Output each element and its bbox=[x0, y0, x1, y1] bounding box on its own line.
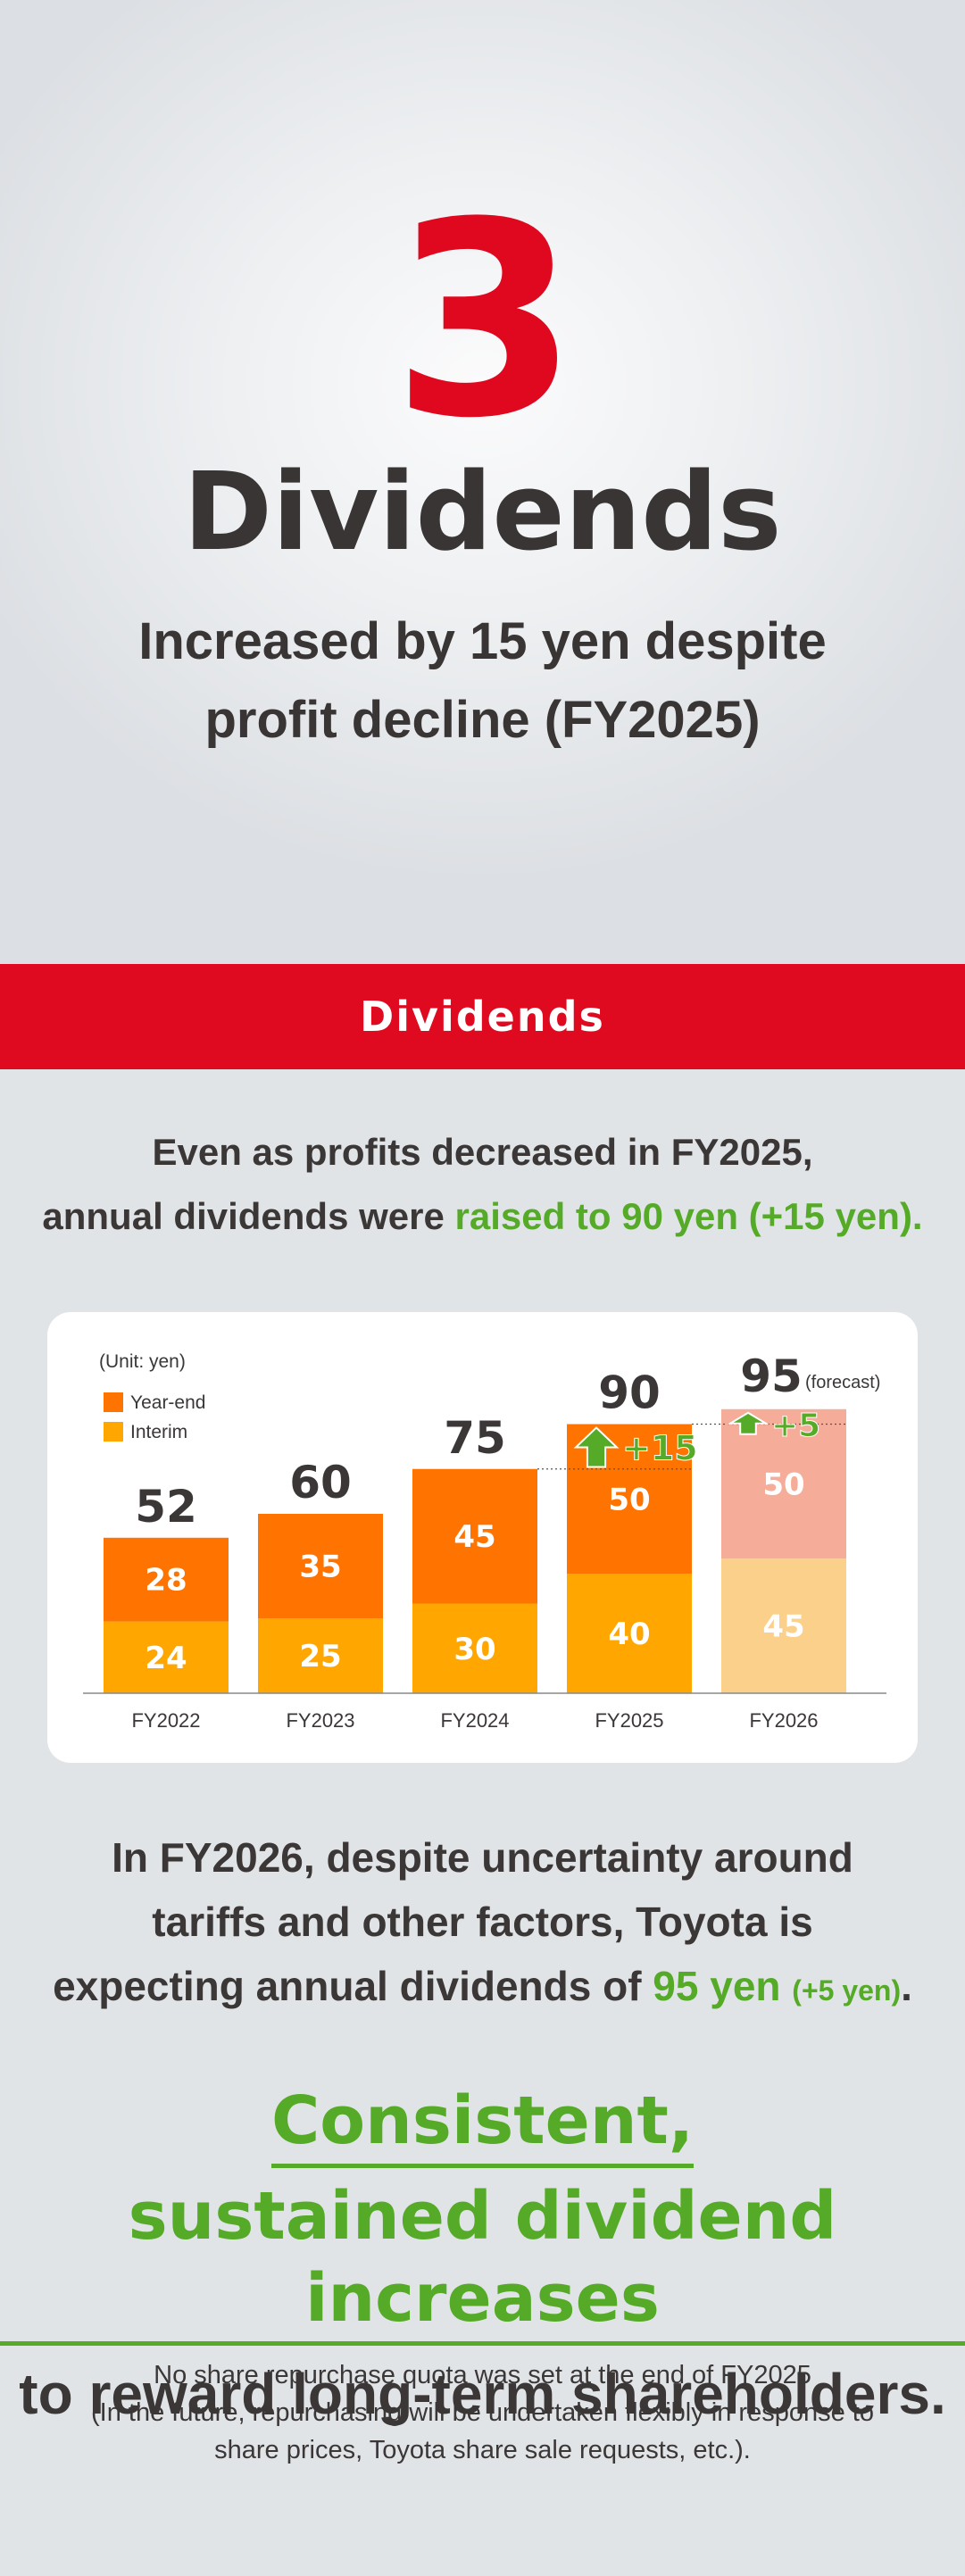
outlook-line-3: expecting annual dividends of 95 yen (+5… bbox=[0, 1954, 965, 2023]
data-label-year-end: 35 bbox=[299, 1550, 341, 1585]
total-label: 52 bbox=[135, 1481, 197, 1533]
category-label: FY2022 bbox=[131, 1709, 200, 1732]
footnote-line-2: (In the future, repurchasing will be und… bbox=[91, 2398, 874, 2427]
intro-highlight: raised to 90 yen (+15 yen). bbox=[454, 1195, 923, 1237]
category-label: FY2023 bbox=[286, 1709, 354, 1732]
increase-arrow-icon bbox=[573, 1426, 620, 1468]
data-label-interim: 30 bbox=[453, 1632, 495, 1667]
footnote-line-3: share prices, Toyota share sale requests… bbox=[214, 2436, 751, 2464]
outlook-text: In FY2026, despite uncertainty around ta… bbox=[0, 1825, 965, 2023]
outlook-highlight: 95 yen bbox=[653, 1963, 781, 2009]
bar-interim bbox=[104, 1621, 229, 1693]
increase-arrow-icon bbox=[727, 1411, 770, 1435]
legend-swatch-interim bbox=[104, 1422, 123, 1442]
headline: Consistent, sustained dividend increases… bbox=[0, 2080, 965, 2435]
data-label-interim: 25 bbox=[299, 1639, 341, 1674]
bar-year-end bbox=[258, 1514, 383, 1619]
category-label: FY2024 bbox=[440, 1709, 509, 1732]
outlook-small: (+5 yen) bbox=[792, 1974, 902, 2007]
headline-green-2: sustained dividend increases bbox=[0, 2175, 965, 2346]
total-label: 60 bbox=[289, 1457, 352, 1508]
footnote: No share repurchase quota was set at the… bbox=[36, 2356, 929, 2469]
footnote-line-1: No share repurchase quota was set at the… bbox=[154, 2361, 811, 2389]
outlook-plain: expecting annual dividends of bbox=[53, 1963, 653, 2009]
subtitle-line-2: profit decline (FY2025) bbox=[204, 691, 761, 749]
outlook-end: . bbox=[901, 1963, 912, 2009]
data-label-year-end: 45 bbox=[453, 1519, 495, 1555]
data-label-interim: 40 bbox=[608, 1616, 650, 1652]
intro-text: Even as profits decreased in FY2025, ann… bbox=[0, 1120, 965, 1249]
bar-interim bbox=[567, 1574, 692, 1693]
increase-label: +15 bbox=[622, 1429, 698, 1468]
intro-line-1: Even as profits decreased in FY2025, bbox=[152, 1131, 813, 1173]
dividend-chart: (Unit: yen) Year-end Interim 24 28 FY2022 25 35… bbox=[83, 1350, 886, 1732]
bar-year-end bbox=[104, 1537, 229, 1622]
legend-label: Interim bbox=[130, 1422, 187, 1442]
bar-interim bbox=[721, 1558, 846, 1693]
category-label: FY2025 bbox=[595, 1709, 663, 1732]
total-label: 95 bbox=[740, 1350, 803, 1402]
section-subtitle: Increased by 15 yen despite profit decli… bbox=[0, 602, 965, 760]
legend-swatch-yearend bbox=[104, 1392, 123, 1412]
dividend-chart-card: (Unit: yen) Year-end Interim 24 28 FY2022 25 35… bbox=[47, 1312, 918, 1763]
section-number: 3 bbox=[392, 165, 578, 477]
section-title: Dividends bbox=[183, 451, 782, 575]
hero-section: 3 Dividends Increased by 15 yen despite … bbox=[0, 0, 965, 964]
legend-label: Year-end bbox=[130, 1392, 205, 1413]
data-label-year-end: 50 bbox=[762, 1467, 804, 1503]
category-label: FY2026 bbox=[749, 1709, 818, 1732]
subtitle-line-1: Increased by 15 yen despite bbox=[138, 612, 827, 670]
forecast-label: (forecast) bbox=[805, 1373, 880, 1392]
headline-green-1: Consistent, bbox=[270, 2080, 694, 2168]
intro-line-2: annual dividends were raised to 90 yen (… bbox=[0, 1184, 965, 1249]
outlook-line-1: In FY2026, despite uncertainty around bbox=[112, 1834, 853, 1881]
bar-interim bbox=[258, 1618, 383, 1693]
section-band: Dividends bbox=[0, 964, 965, 1069]
headline-dark: to reward long-term shareholders. bbox=[19, 2362, 946, 2426]
outlook-line-2: tariffs and other factors, Toyota is bbox=[152, 1899, 813, 1945]
total-label: 90 bbox=[598, 1367, 661, 1419]
intro-plain: annual dividends were bbox=[42, 1195, 455, 1237]
data-label-year-end: 50 bbox=[608, 1482, 650, 1517]
data-label-interim: 45 bbox=[762, 1609, 804, 1645]
unit-label: (Unit: yen) bbox=[99, 1351, 186, 1372]
bar-year-end bbox=[412, 1468, 537, 1604]
total-label: 75 bbox=[444, 1412, 506, 1464]
increase-label: +5 bbox=[771, 1408, 820, 1444]
data-label-year-end: 28 bbox=[145, 1563, 187, 1599]
data-label-interim: 24 bbox=[145, 1641, 187, 1676]
bar-interim bbox=[412, 1603, 537, 1693]
